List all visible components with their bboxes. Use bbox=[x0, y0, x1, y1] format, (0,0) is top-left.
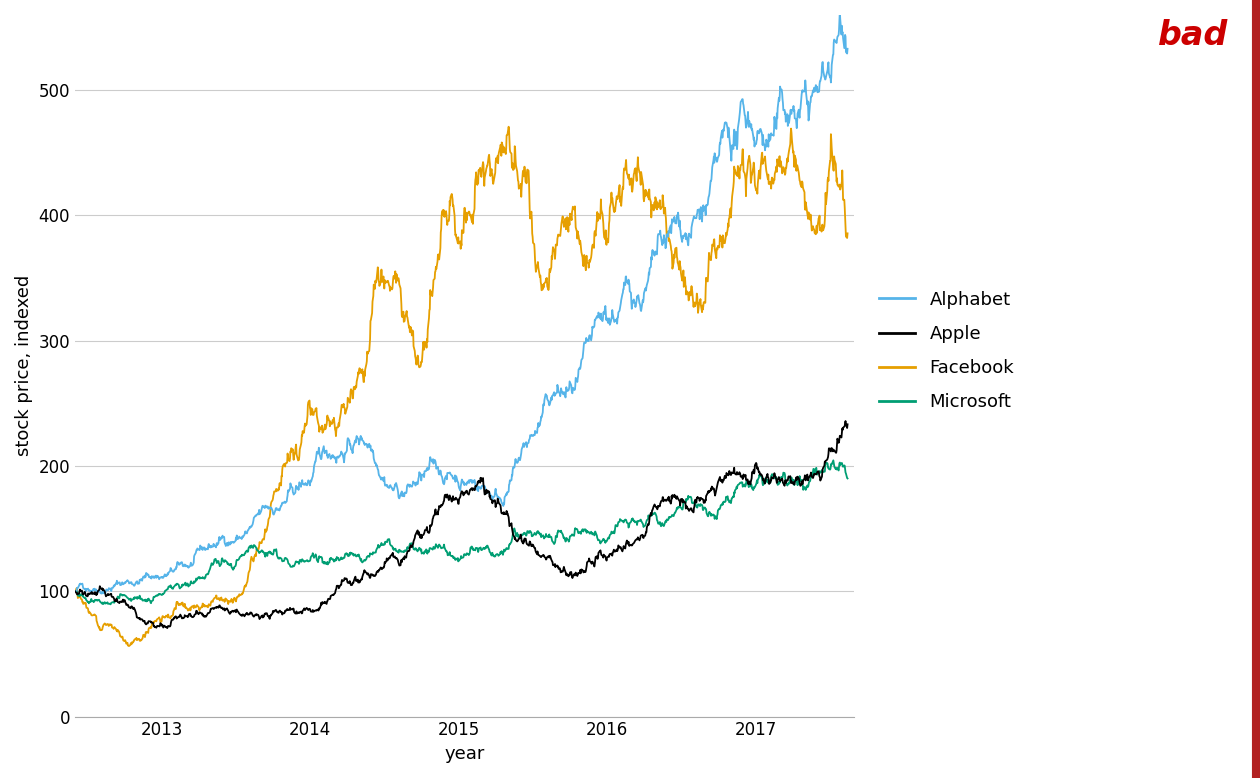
Line: Alphabet: Alphabet bbox=[76, 11, 848, 594]
Legend: Alphabet, Apple, Facebook, Microsoft: Alphabet, Apple, Facebook, Microsoft bbox=[879, 291, 1014, 412]
Line: Microsoft: Microsoft bbox=[76, 461, 848, 605]
Line: Apple: Apple bbox=[76, 421, 848, 628]
Line: Facebook: Facebook bbox=[76, 127, 848, 646]
Y-axis label: stock price, indexed: stock price, indexed bbox=[15, 275, 33, 457]
X-axis label: year: year bbox=[445, 745, 485, 763]
Text: bad: bad bbox=[1158, 19, 1228, 52]
